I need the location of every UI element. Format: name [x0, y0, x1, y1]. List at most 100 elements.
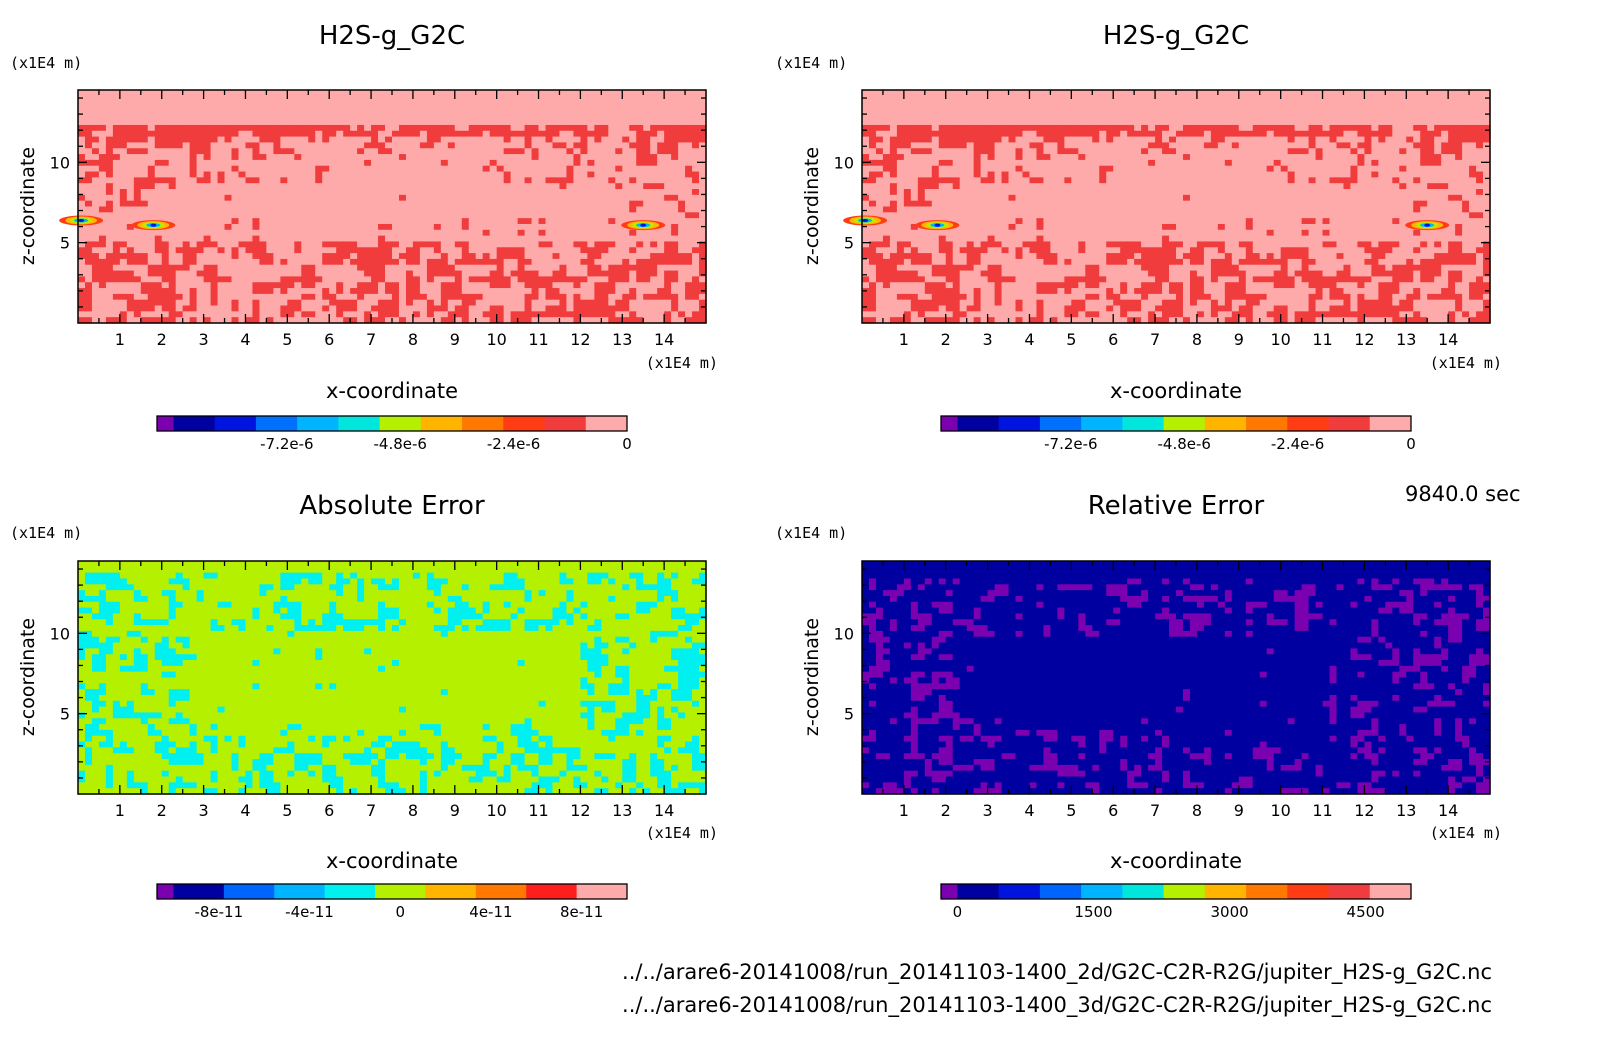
heatmap-cell — [238, 183, 247, 190]
heatmap-cell — [217, 148, 226, 155]
heatmap-cell — [322, 165, 330, 173]
heatmap-cell — [259, 136, 267, 144]
heatmap-cell — [147, 253, 156, 260]
heatmap-cell — [496, 200, 505, 208]
heatmap-cell — [1022, 142, 1031, 149]
heatmap-cell — [1092, 130, 1100, 138]
heatmap-cell — [126, 107, 135, 114]
heatmap-cell — [636, 235, 644, 243]
heatmap-cell — [98, 282, 107, 289]
heatmap-cell — [140, 194, 149, 202]
heatmap-cell — [566, 247, 575, 254]
heatmap-cell — [280, 130, 288, 138]
heatmap-cell — [98, 293, 107, 301]
heatmap-cell — [385, 218, 393, 225]
heatmap-cell — [1078, 95, 1086, 103]
heatmap-cell — [140, 189, 149, 196]
heatmap-cell — [280, 165, 288, 173]
heatmap-cell — [671, 282, 679, 289]
heatmap-cell — [650, 253, 658, 260]
heatmap-cell — [1357, 154, 1365, 161]
heatmap-cell — [126, 247, 135, 254]
heatmap-cell — [84, 317, 93, 324]
heatmap-cell — [1308, 154, 1317, 161]
heatmap-cell — [210, 311, 219, 318]
heatmap-cell — [231, 119, 240, 126]
heatmap-cell — [608, 119, 616, 126]
heatmap-cell — [643, 317, 651, 324]
heatmap-cell — [552, 282, 561, 289]
heatmap-cell — [643, 165, 651, 173]
heatmap-cell — [699, 293, 707, 301]
colorbar-frame — [156, 415, 628, 432]
heatmap-cell — [1434, 154, 1442, 161]
heatmap-cell — [1336, 119, 1345, 126]
heatmap-cell — [1406, 130, 1414, 138]
heatmap-cell — [91, 148, 100, 155]
heatmap-cell — [1120, 142, 1128, 149]
heatmap-cell — [1287, 165, 1296, 173]
heatmap-cell — [203, 119, 212, 126]
heatmap-cell — [405, 206, 414, 213]
heatmap-cell — [308, 183, 316, 190]
heatmap-cell — [671, 148, 679, 155]
heatmap-cell — [259, 282, 267, 289]
heatmap-cell — [1043, 119, 1051, 126]
heatmap-cell — [322, 218, 330, 225]
heatmap-cell — [636, 177, 644, 184]
heatmap-cell — [650, 288, 658, 295]
heatmap-cell — [98, 247, 107, 254]
heatmap-cell — [105, 177, 114, 184]
heatmap-cell — [615, 165, 623, 173]
heatmap-cell — [1210, 148, 1219, 155]
heatmap-cell — [1238, 136, 1247, 144]
heatmap-cell — [259, 119, 267, 126]
heatmap-cell — [433, 282, 442, 289]
heatmap-cell — [622, 270, 630, 277]
heatmap-cell — [973, 159, 982, 167]
heatmap-cell — [636, 317, 644, 324]
heatmap-cell — [1413, 95, 1421, 103]
heatmap-cell — [308, 113, 316, 120]
heatmap-cell — [475, 212, 484, 219]
heatmap-cell — [1127, 124, 1135, 132]
heatmap-cell — [398, 119, 407, 126]
heatmap-cell — [524, 165, 533, 173]
heatmap-cell — [1224, 165, 1233, 173]
heatmap-cell — [140, 264, 149, 272]
heatmap-cell — [91, 241, 100, 248]
heatmap-cell — [545, 276, 554, 283]
heatmap-cell — [650, 305, 658, 312]
heatmap-cell — [210, 288, 219, 295]
heatmap-cell — [510, 154, 519, 161]
heatmap-cell — [910, 165, 919, 173]
heatmap-cell — [238, 311, 247, 318]
heatmap-cell — [357, 223, 365, 231]
heatmap-cell — [573, 142, 581, 149]
heatmap-cell — [966, 124, 975, 132]
heatmap-cell — [426, 130, 435, 138]
heatmap-cell — [447, 119, 456, 126]
heatmap-cell — [1120, 90, 1128, 97]
heatmap-cell — [371, 253, 379, 260]
heatmap-cell — [482, 299, 491, 307]
heatmap-cell — [1106, 101, 1114, 109]
heatmap-cell — [154, 130, 163, 138]
heatmap-cell — [252, 299, 261, 307]
heatmap-cell — [119, 288, 128, 295]
heatmap-cell — [78, 235, 86, 243]
heatmap-cell — [329, 177, 337, 184]
heatmap-cell — [147, 282, 156, 289]
heatmap-cell — [559, 206, 568, 213]
heatmap-cell — [224, 270, 233, 277]
heatmap-cell — [461, 171, 470, 178]
heatmap-cell — [1266, 154, 1275, 161]
heatmap-cell — [119, 311, 128, 318]
heatmap-cell — [615, 270, 623, 277]
heatmap-cell — [952, 95, 961, 103]
heatmap-cell — [643, 107, 651, 114]
heatmap-cell — [161, 165, 170, 173]
heatmap-cell — [273, 311, 281, 318]
heatmap-cell — [343, 130, 351, 138]
heatmap-cell — [489, 148, 498, 155]
